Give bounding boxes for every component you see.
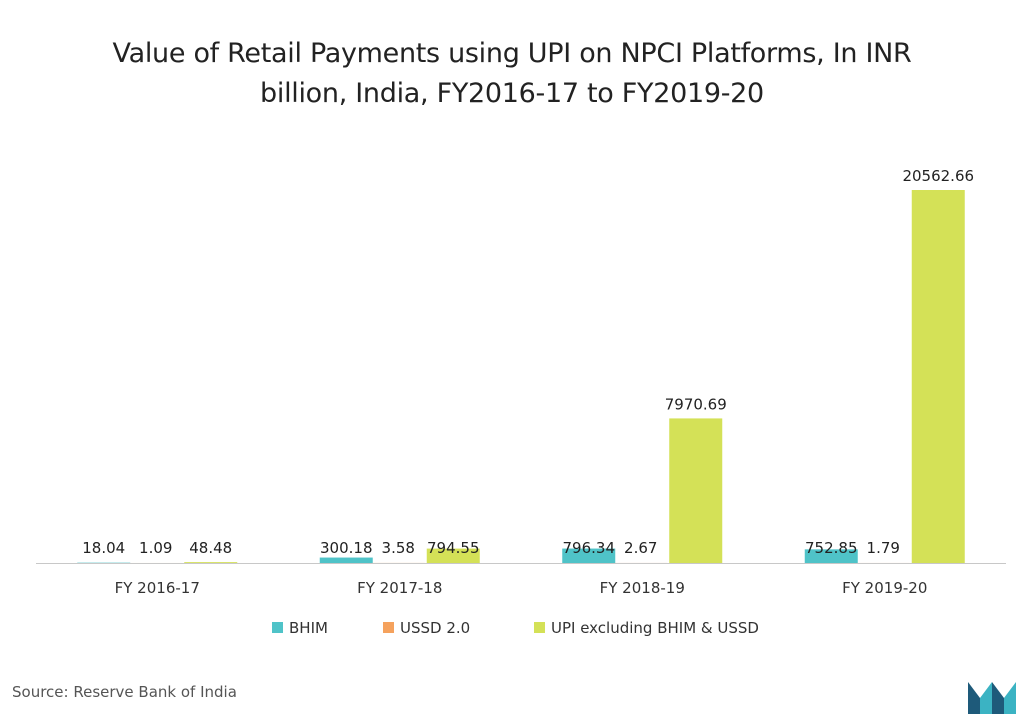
bar-bhim-2: [319, 557, 373, 563]
bar-upi-excluding-bhim-ussd-4: [911, 190, 965, 563]
legend-item-bhim: BHIM: [272, 619, 328, 637]
data-label: 794.55: [427, 539, 480, 557]
x-tick-label: FY 2017-18: [357, 579, 442, 597]
data-label: 18.04: [82, 539, 125, 557]
data-label: 2.67: [624, 539, 657, 557]
data-label: 48.48: [189, 539, 232, 557]
data-label: 7970.69: [665, 395, 727, 413]
legend-swatch: [272, 622, 283, 633]
legend-swatch: [383, 622, 394, 633]
data-label: 796.34: [563, 539, 616, 557]
bar-bhim-3: [562, 548, 616, 563]
bar-upi-excluding-bhim-ussd-2: [426, 548, 480, 563]
legend-item-ussd-2-0: USSD 2.0: [383, 619, 470, 637]
bar-bhim-4: [804, 549, 858, 563]
data-label: 1.09: [139, 539, 172, 557]
chart-title-line-2: billion, India, FY2016-17 to FY2019-20: [260, 78, 764, 109]
x-tick-label: FY 2018-19: [600, 579, 685, 597]
legend-label: UPI excluding BHIM & USSD: [551, 619, 759, 637]
bar-upi-excluding-bhim-ussd-1: [184, 562, 238, 563]
chart-title: Value of Retail Payments using UPI on NP…: [0, 34, 1024, 114]
mordor-logo-icon: [968, 682, 1016, 714]
legend-label: USSD 2.0: [400, 619, 470, 637]
legend-swatch: [534, 622, 545, 633]
data-label: 3.58: [382, 539, 415, 557]
data-label: 20562.66: [902, 167, 974, 185]
data-label: 752.85: [805, 539, 858, 557]
x-tick-label: FY 2019-20: [842, 579, 927, 597]
data-label: 300.18: [320, 539, 373, 557]
legend-item-upi-excluding-bhim-ussd: UPI excluding BHIM & USSD: [534, 619, 759, 637]
chart-title-line-1: Value of Retail Payments using UPI on NP…: [112, 38, 912, 69]
legend-label: BHIM: [289, 619, 328, 637]
source-note: Source: Reserve Bank of India: [12, 683, 237, 701]
bar-upi-excluding-bhim-ussd-3: [669, 418, 723, 563]
data-label: 1.79: [867, 539, 900, 557]
x-tick-label: FY 2016-17: [115, 579, 200, 597]
